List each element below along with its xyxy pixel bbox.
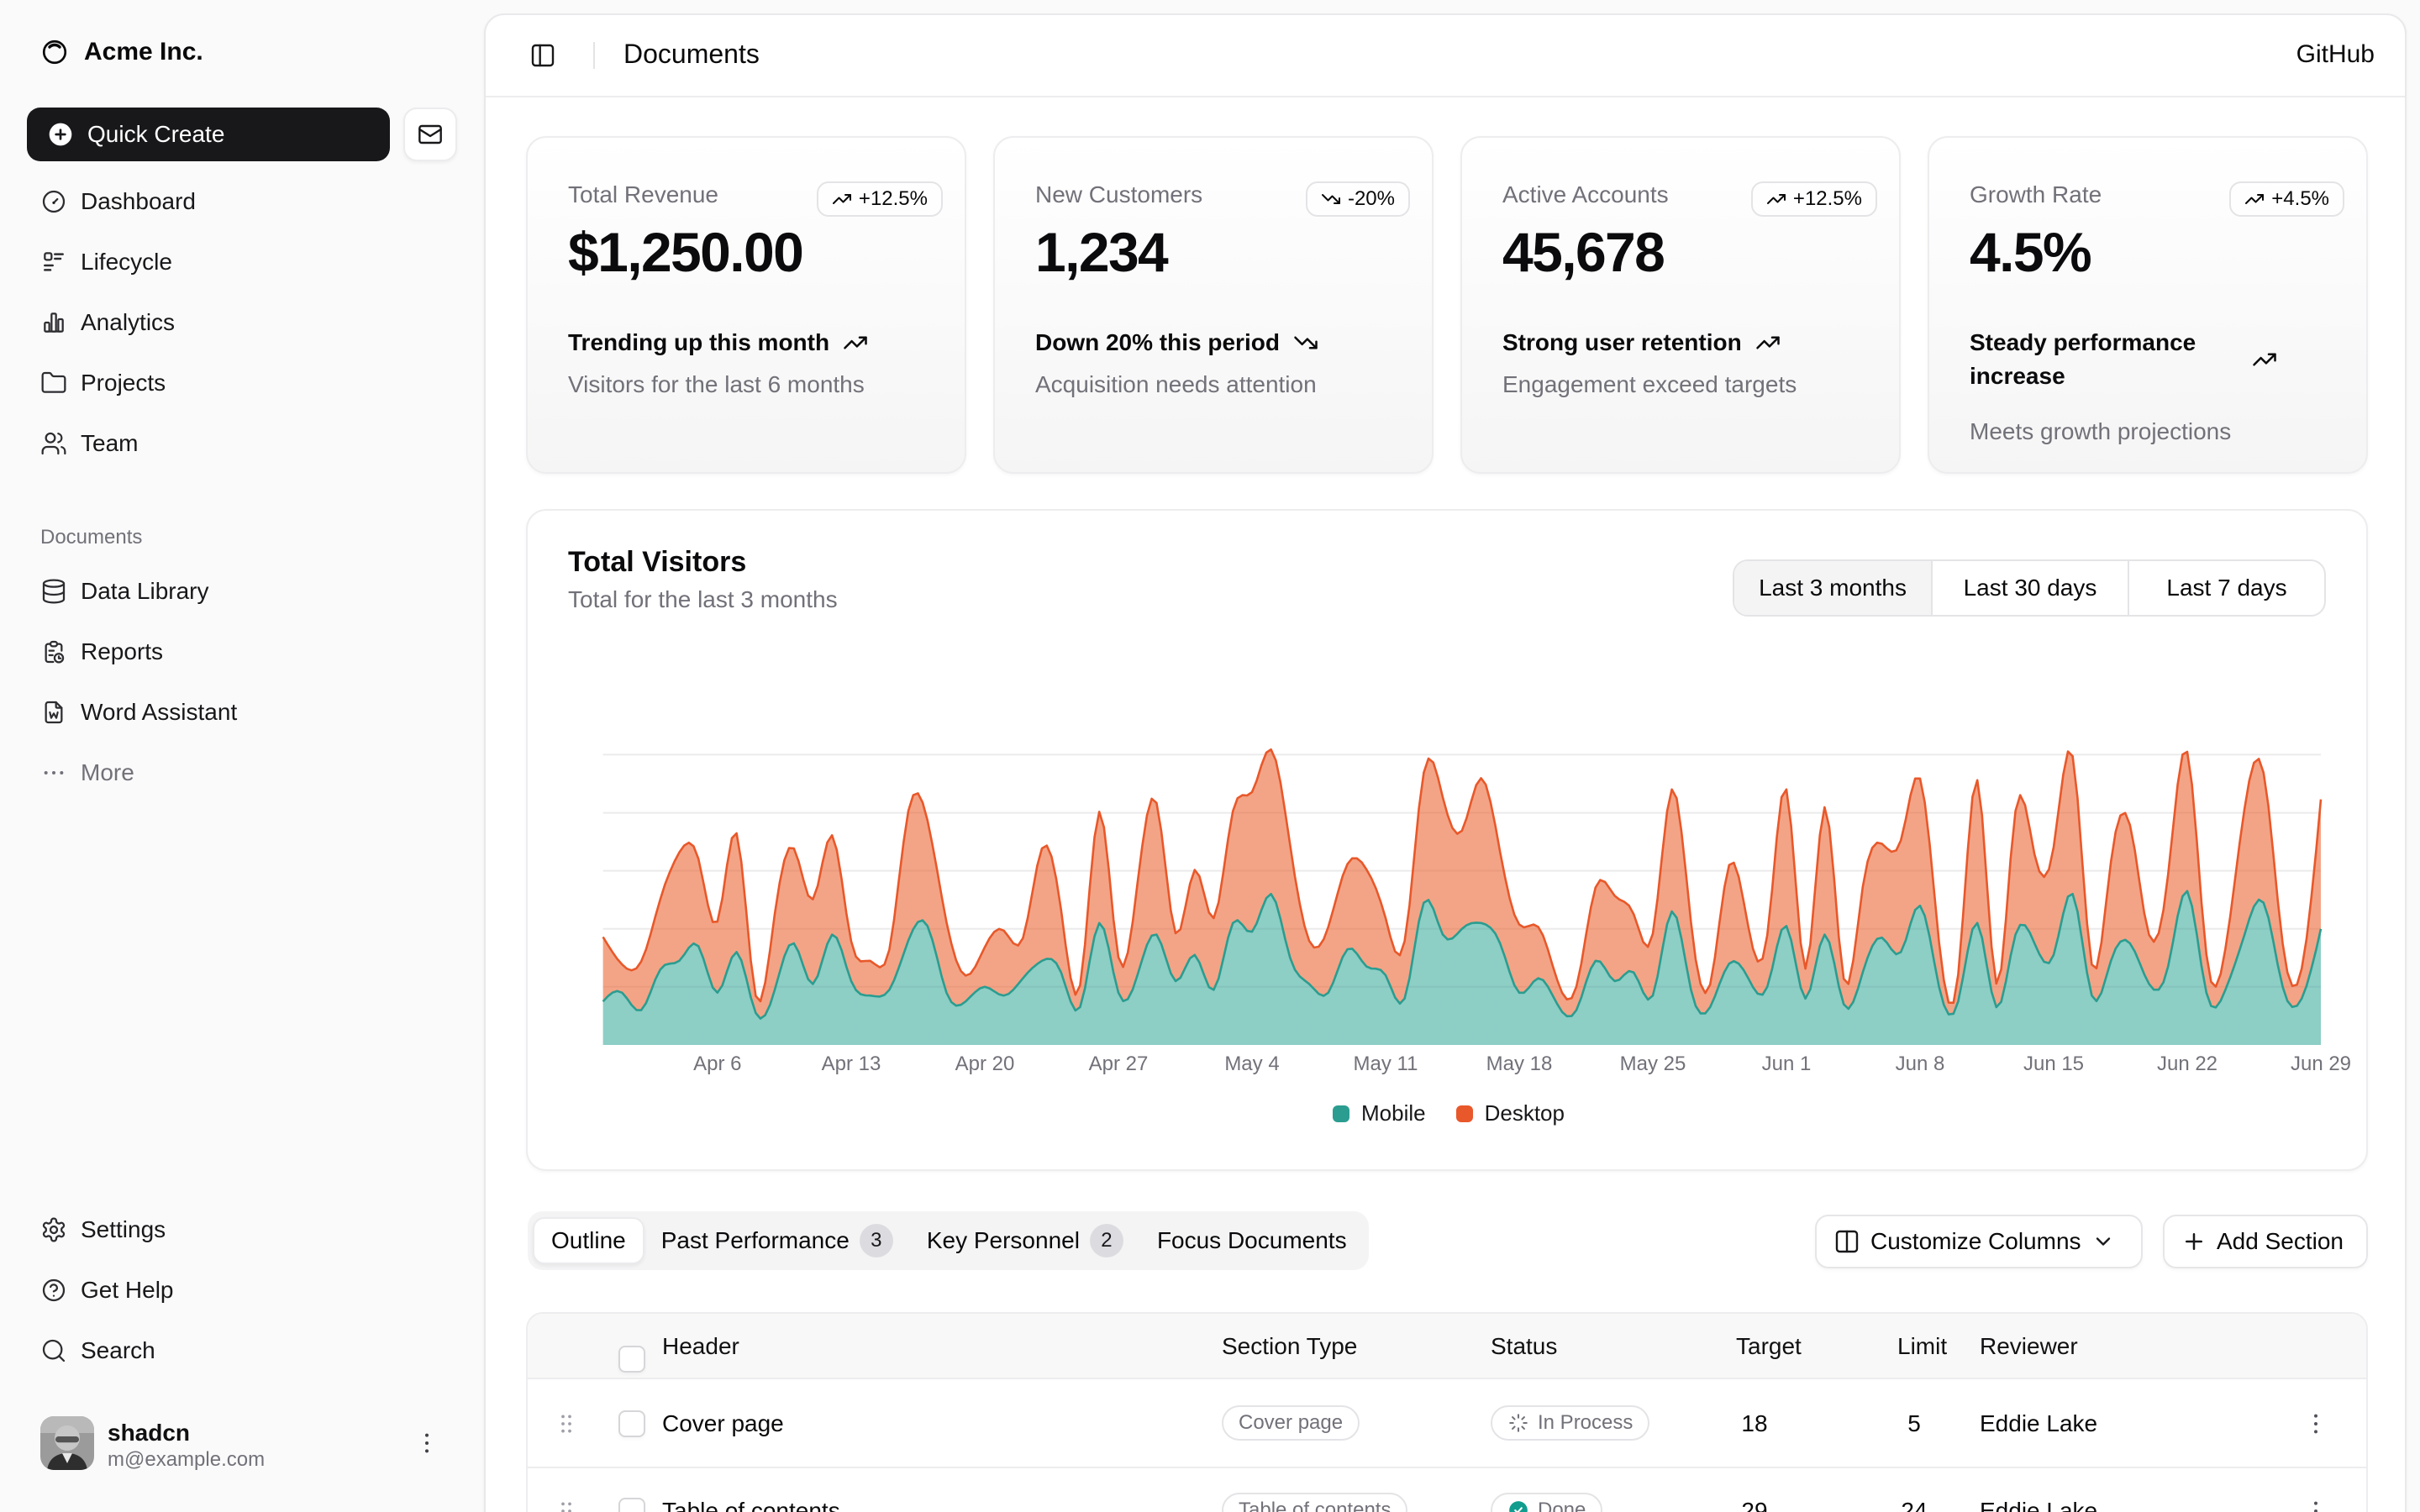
svg-text:May 25: May 25 [1620, 1053, 1686, 1075]
svg-text:May 4: May 4 [1224, 1053, 1279, 1075]
svg-text:Apr 20: Apr 20 [955, 1053, 1015, 1075]
svg-text:Apr 6: Apr 6 [693, 1053, 741, 1075]
svg-text:May 11: May 11 [1354, 1053, 1418, 1075]
svg-text:Jun 15: Jun 15 [2023, 1053, 2084, 1075]
svg-text:Jun 1: Jun 1 [1762, 1053, 1812, 1075]
svg-text:Apr 13: Apr 13 [822, 1053, 881, 1075]
svg-text:Apr 27: Apr 27 [1089, 1053, 1149, 1075]
svg-text:Jun 22: Jun 22 [2157, 1053, 2217, 1075]
svg-text:Jun 29: Jun 29 [2291, 1053, 2351, 1075]
svg-text:May 18: May 18 [1486, 1053, 1553, 1075]
svg-text:Jun 8: Jun 8 [1896, 1053, 1945, 1075]
